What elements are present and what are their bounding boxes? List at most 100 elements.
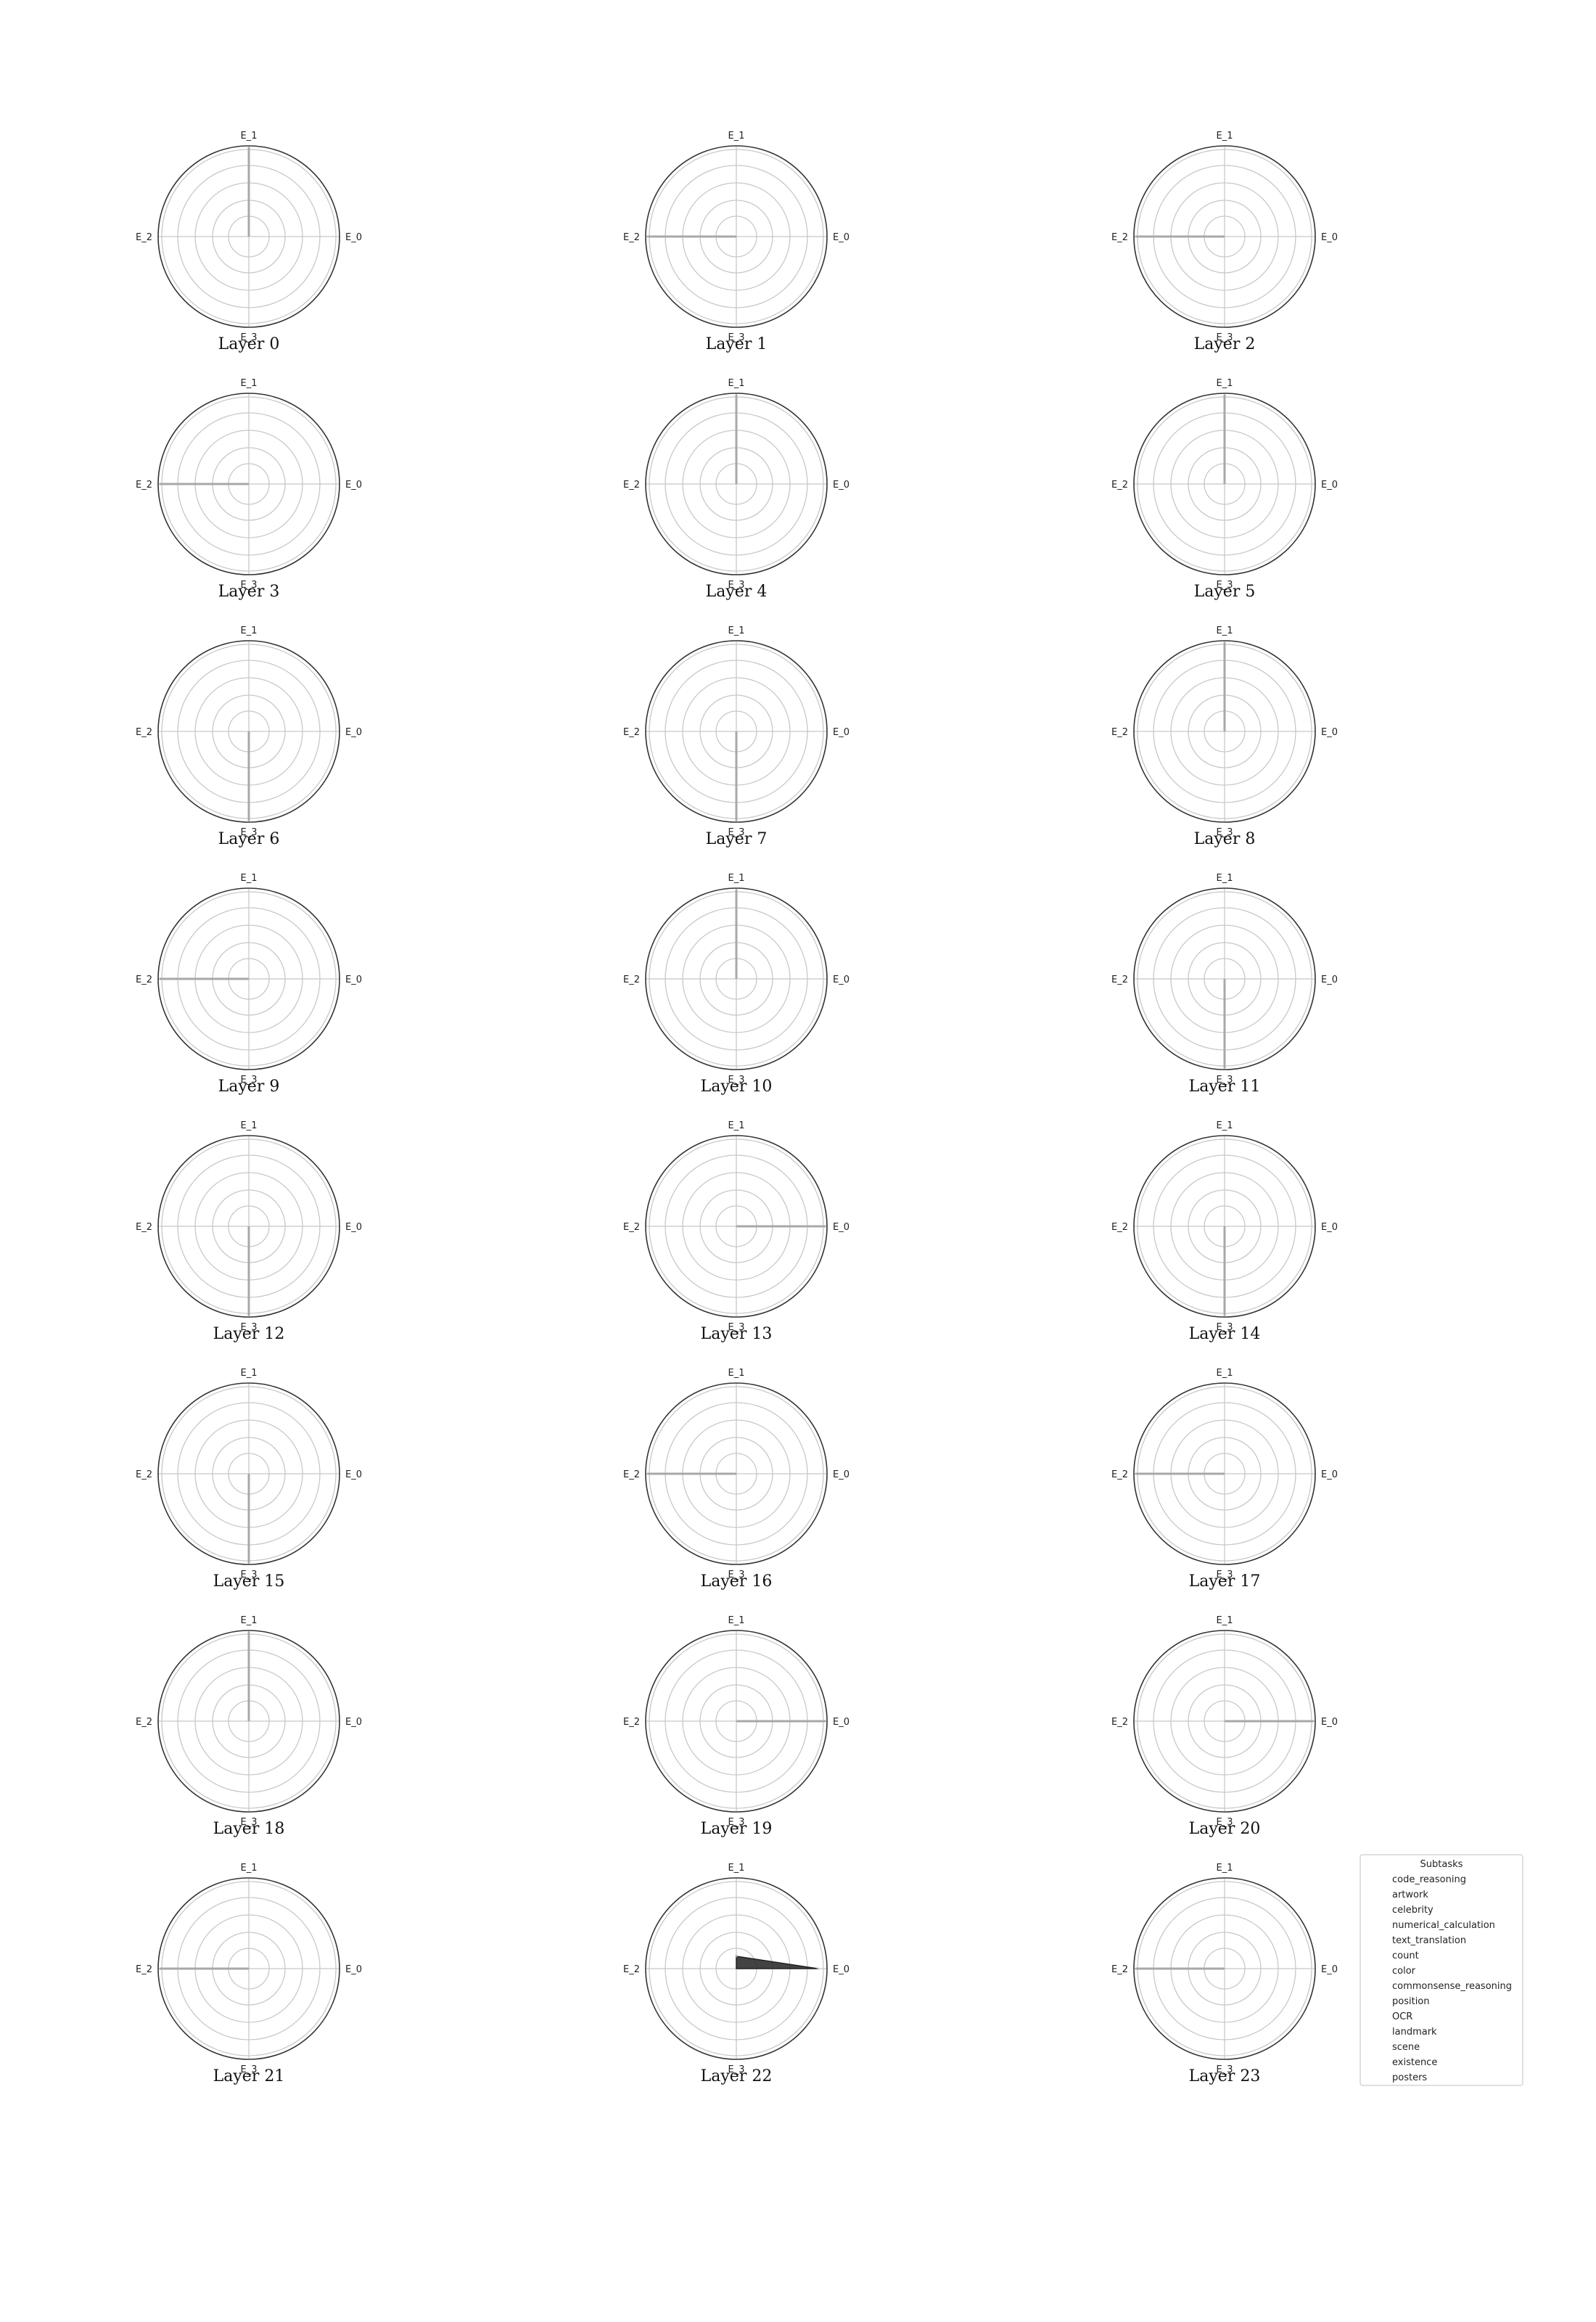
panel-title: Layer 12 bbox=[213, 1325, 285, 1343]
radar-frame bbox=[1133, 1382, 1316, 1565]
axis-label-e-3: E_3 bbox=[1217, 1817, 1233, 1828]
legend-entry: scene bbox=[1392, 2042, 1420, 2053]
radar-frame bbox=[645, 1135, 828, 1318]
axis-label-e-3: E_3 bbox=[241, 1322, 258, 1333]
data-point bbox=[1312, 1720, 1315, 1723]
axis-label-e-0: E_0 bbox=[345, 727, 362, 738]
axis-label-e-3: E_3 bbox=[1217, 580, 1233, 591]
data-point bbox=[816, 1967, 819, 1970]
radar-frame bbox=[1133, 393, 1316, 575]
legend-entry: count bbox=[1392, 1950, 1419, 1961]
radar-frame bbox=[157, 1382, 340, 1565]
axis-label-e-3: E_3 bbox=[241, 1570, 258, 1580]
data-point bbox=[247, 1313, 250, 1316]
axis-label-e-0: E_0 bbox=[345, 975, 362, 985]
axis-label-e-2: E_2 bbox=[136, 1717, 152, 1728]
radar-frame bbox=[157, 1135, 340, 1318]
axis-label-e-1: E_1 bbox=[728, 873, 745, 884]
radar-frame bbox=[645, 1630, 828, 1813]
axis-label-e-3: E_3 bbox=[241, 2064, 258, 2075]
panel-title: Layer 11 bbox=[1189, 1078, 1261, 1096]
data-point bbox=[247, 1561, 250, 1564]
radar-frame bbox=[645, 640, 828, 823]
legend-entry: position bbox=[1392, 1996, 1430, 2007]
axis-label-e-1: E_1 bbox=[728, 378, 745, 389]
legend-entry: posters bbox=[1392, 2072, 1427, 2083]
radar-frame bbox=[1133, 887, 1316, 1070]
data-point bbox=[1223, 641, 1226, 644]
legend-entry: commonsense_reasoning bbox=[1392, 1981, 1512, 1992]
axis-label-e-0: E_0 bbox=[1321, 727, 1338, 738]
axis-label-e-1: E_1 bbox=[1217, 1615, 1233, 1626]
panel-title: Layer 19 bbox=[701, 1820, 773, 1838]
axis-label-e-2: E_2 bbox=[623, 1717, 640, 1728]
axis-label-e-0: E_0 bbox=[833, 1964, 850, 1975]
data-point bbox=[735, 819, 738, 821]
axis-label-e-0: E_0 bbox=[1321, 975, 1338, 985]
radar-frame bbox=[1133, 1135, 1316, 1318]
axis-label-e-1: E_1 bbox=[728, 131, 745, 141]
axis-label-e-3: E_3 bbox=[241, 580, 258, 591]
axis-label-e-2: E_2 bbox=[136, 232, 152, 243]
axis-label-e-0: E_0 bbox=[1321, 232, 1338, 243]
axis-label-e-3: E_3 bbox=[728, 580, 745, 591]
axis-label-e-1: E_1 bbox=[728, 1615, 745, 1626]
data-point bbox=[823, 1720, 826, 1723]
radar-frame bbox=[1133, 640, 1316, 823]
panel-title: Layer 8 bbox=[1194, 830, 1256, 848]
radar-frame bbox=[157, 1630, 340, 1813]
panel-title: Layer 1 bbox=[706, 335, 768, 353]
panel-title: Layer 2 bbox=[1194, 335, 1256, 353]
radar-frame bbox=[645, 145, 828, 328]
legend-title: Subtasks bbox=[1420, 1859, 1463, 1870]
axis-label-e-2: E_2 bbox=[1111, 1469, 1128, 1480]
panel-title: Layer 15 bbox=[213, 1572, 285, 1591]
axis-label-e-0: E_0 bbox=[833, 480, 850, 491]
axis-label-e-2: E_2 bbox=[136, 975, 152, 985]
axis-label-e-2: E_2 bbox=[1111, 1717, 1128, 1728]
panel-title: Layer 3 bbox=[218, 583, 280, 601]
axis-label-e-3: E_3 bbox=[1217, 332, 1233, 343]
panel-title: Layer 14 bbox=[1189, 1325, 1261, 1343]
axis-label-e-0: E_0 bbox=[1321, 1222, 1338, 1233]
data-point bbox=[735, 394, 738, 397]
axis-label-e-3: E_3 bbox=[728, 1570, 745, 1580]
axis-label-e-0: E_0 bbox=[833, 1469, 850, 1480]
legend-entry: artwork bbox=[1392, 1890, 1428, 1900]
legend-entry: text_translation bbox=[1392, 1935, 1466, 1946]
axis-label-e-0: E_0 bbox=[833, 232, 850, 243]
axis-label-e-3: E_3 bbox=[1217, 827, 1233, 838]
axis-label-e-3: E_3 bbox=[728, 1817, 745, 1828]
axis-label-e-1: E_1 bbox=[1217, 378, 1233, 389]
axis-label-e-1: E_1 bbox=[1217, 1120, 1233, 1131]
axis-label-e-2: E_2 bbox=[136, 1964, 152, 1975]
axis-label-e-0: E_0 bbox=[345, 480, 362, 491]
data-point bbox=[159, 483, 162, 485]
axis-label-e-2: E_2 bbox=[623, 1469, 640, 1480]
axis-label-e-1: E_1 bbox=[1217, 1863, 1233, 1874]
axis-label-e-0: E_0 bbox=[833, 1222, 850, 1233]
radar-frame bbox=[157, 145, 340, 328]
axis-label-e-2: E_2 bbox=[1111, 1964, 1128, 1975]
axis-label-e-2: E_2 bbox=[623, 1964, 640, 1975]
data-point bbox=[735, 889, 738, 892]
radar-frame bbox=[157, 1877, 340, 2060]
axis-label-e-3: E_3 bbox=[241, 1075, 258, 1086]
panel-title: Layer 16 bbox=[701, 1572, 773, 1591]
